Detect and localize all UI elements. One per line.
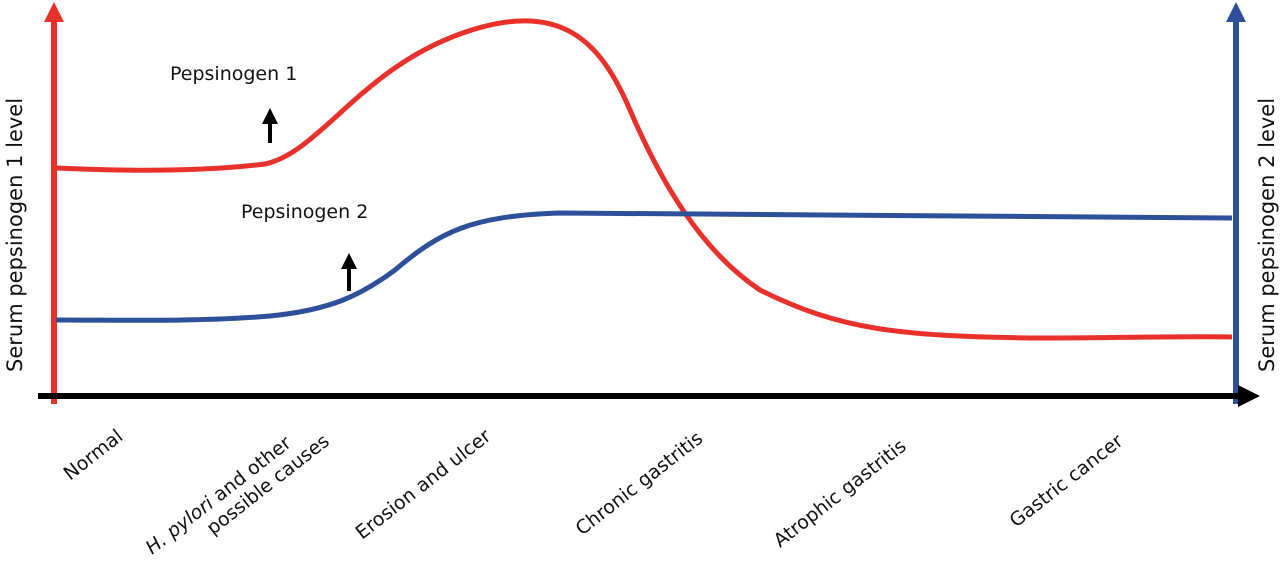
left-axis-title: Serum pepsinogen 1 level [3,98,27,372]
category-normal: Normal [60,425,128,485]
pepsinogen1-curve [55,18,1233,341]
right-axis-arrowhead [1226,2,1246,22]
right-axis-title: Serum pepsinogen 2 level [1255,98,1279,372]
x-axis [38,385,1260,407]
left-axis [44,2,64,404]
category-erosion: Erosion and ulcer [352,425,496,544]
up-arrow-icon [262,108,278,143]
category-chronic: Chronic gastritis [572,427,708,540]
x-axis-arrowhead [1238,385,1260,407]
category-atrophic: Atrophic gastritis [770,435,911,552]
up-arrow-icon [341,253,357,291]
category-hpylori: H. pylori and other possible causes [142,430,334,559]
right-axis [1226,2,1246,404]
pepsinogen2-curve [55,210,1233,323]
left-axis-arrowhead [44,2,64,22]
svg-text:H. pylori and other: H. pylori and other [142,432,296,559]
category-cancer: Gastric cancer [1006,430,1128,532]
pepsinogen2-label: Pepsinogen 2 [241,201,368,223]
pepsinogen1-label: Pepsinogen 1 [170,63,297,85]
